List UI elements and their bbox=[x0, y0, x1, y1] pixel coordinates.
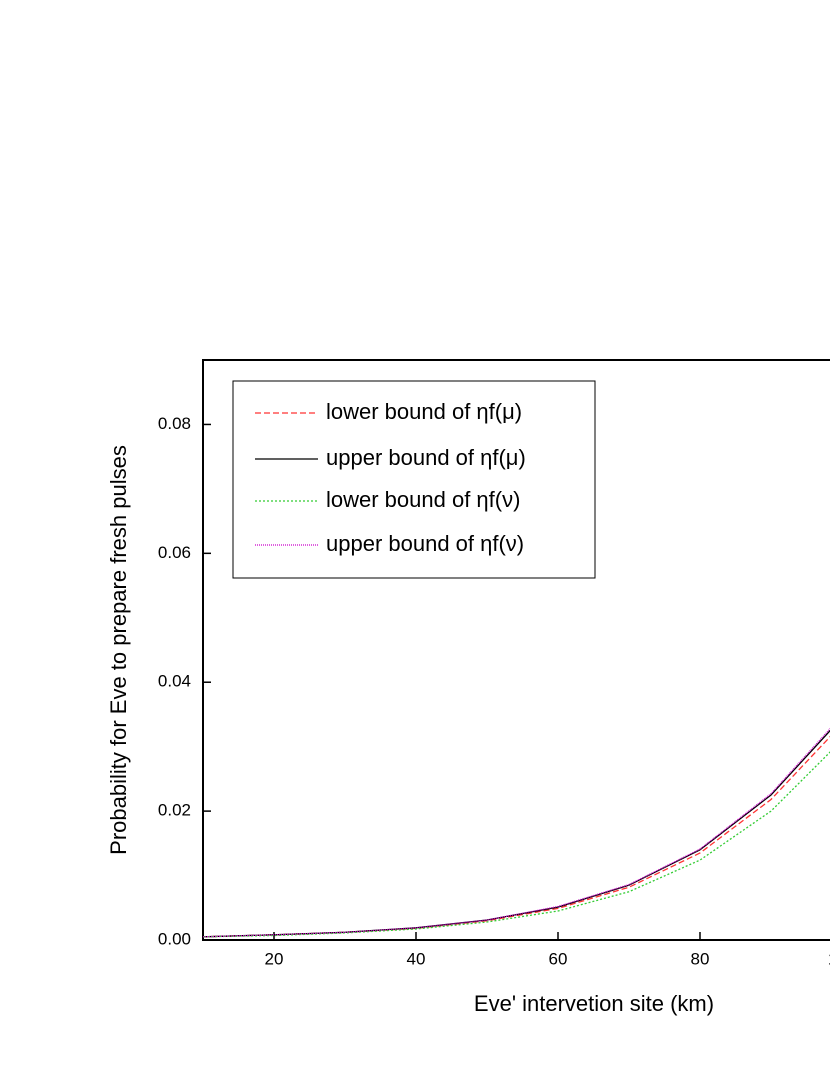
y-tick-label: 0.00 bbox=[158, 929, 191, 948]
y-tick-label: 0.04 bbox=[158, 672, 191, 691]
y-tick-label: 0.06 bbox=[158, 543, 191, 562]
x-tick-label: 20 bbox=[265, 949, 284, 968]
x-tick-label: 60 bbox=[549, 949, 568, 968]
series-line bbox=[202, 751, 830, 938]
series-line bbox=[202, 727, 830, 938]
legend-label: lower bound of ηf(μ) bbox=[326, 399, 522, 424]
legend-label: upper bound of ηf(μ) bbox=[326, 445, 526, 470]
y-tick-label: 0.02 bbox=[158, 801, 191, 820]
y-axis-label: Probability for Eve to prepare fresh pul… bbox=[106, 445, 131, 855]
y-tick-label: 0.08 bbox=[158, 414, 191, 433]
x-tick-label: 80 bbox=[691, 949, 710, 968]
x-axis-label: Eve' intervetion site (km) bbox=[474, 991, 714, 1016]
legend-label: upper bound of ηf(ν) bbox=[326, 531, 524, 556]
x-tick-label: 100 bbox=[828, 949, 830, 968]
x-tick-label: 40 bbox=[407, 949, 426, 968]
series-line bbox=[202, 729, 830, 938]
legend-label: lower bound of ηf(ν) bbox=[326, 487, 520, 512]
series-line bbox=[202, 735, 830, 938]
